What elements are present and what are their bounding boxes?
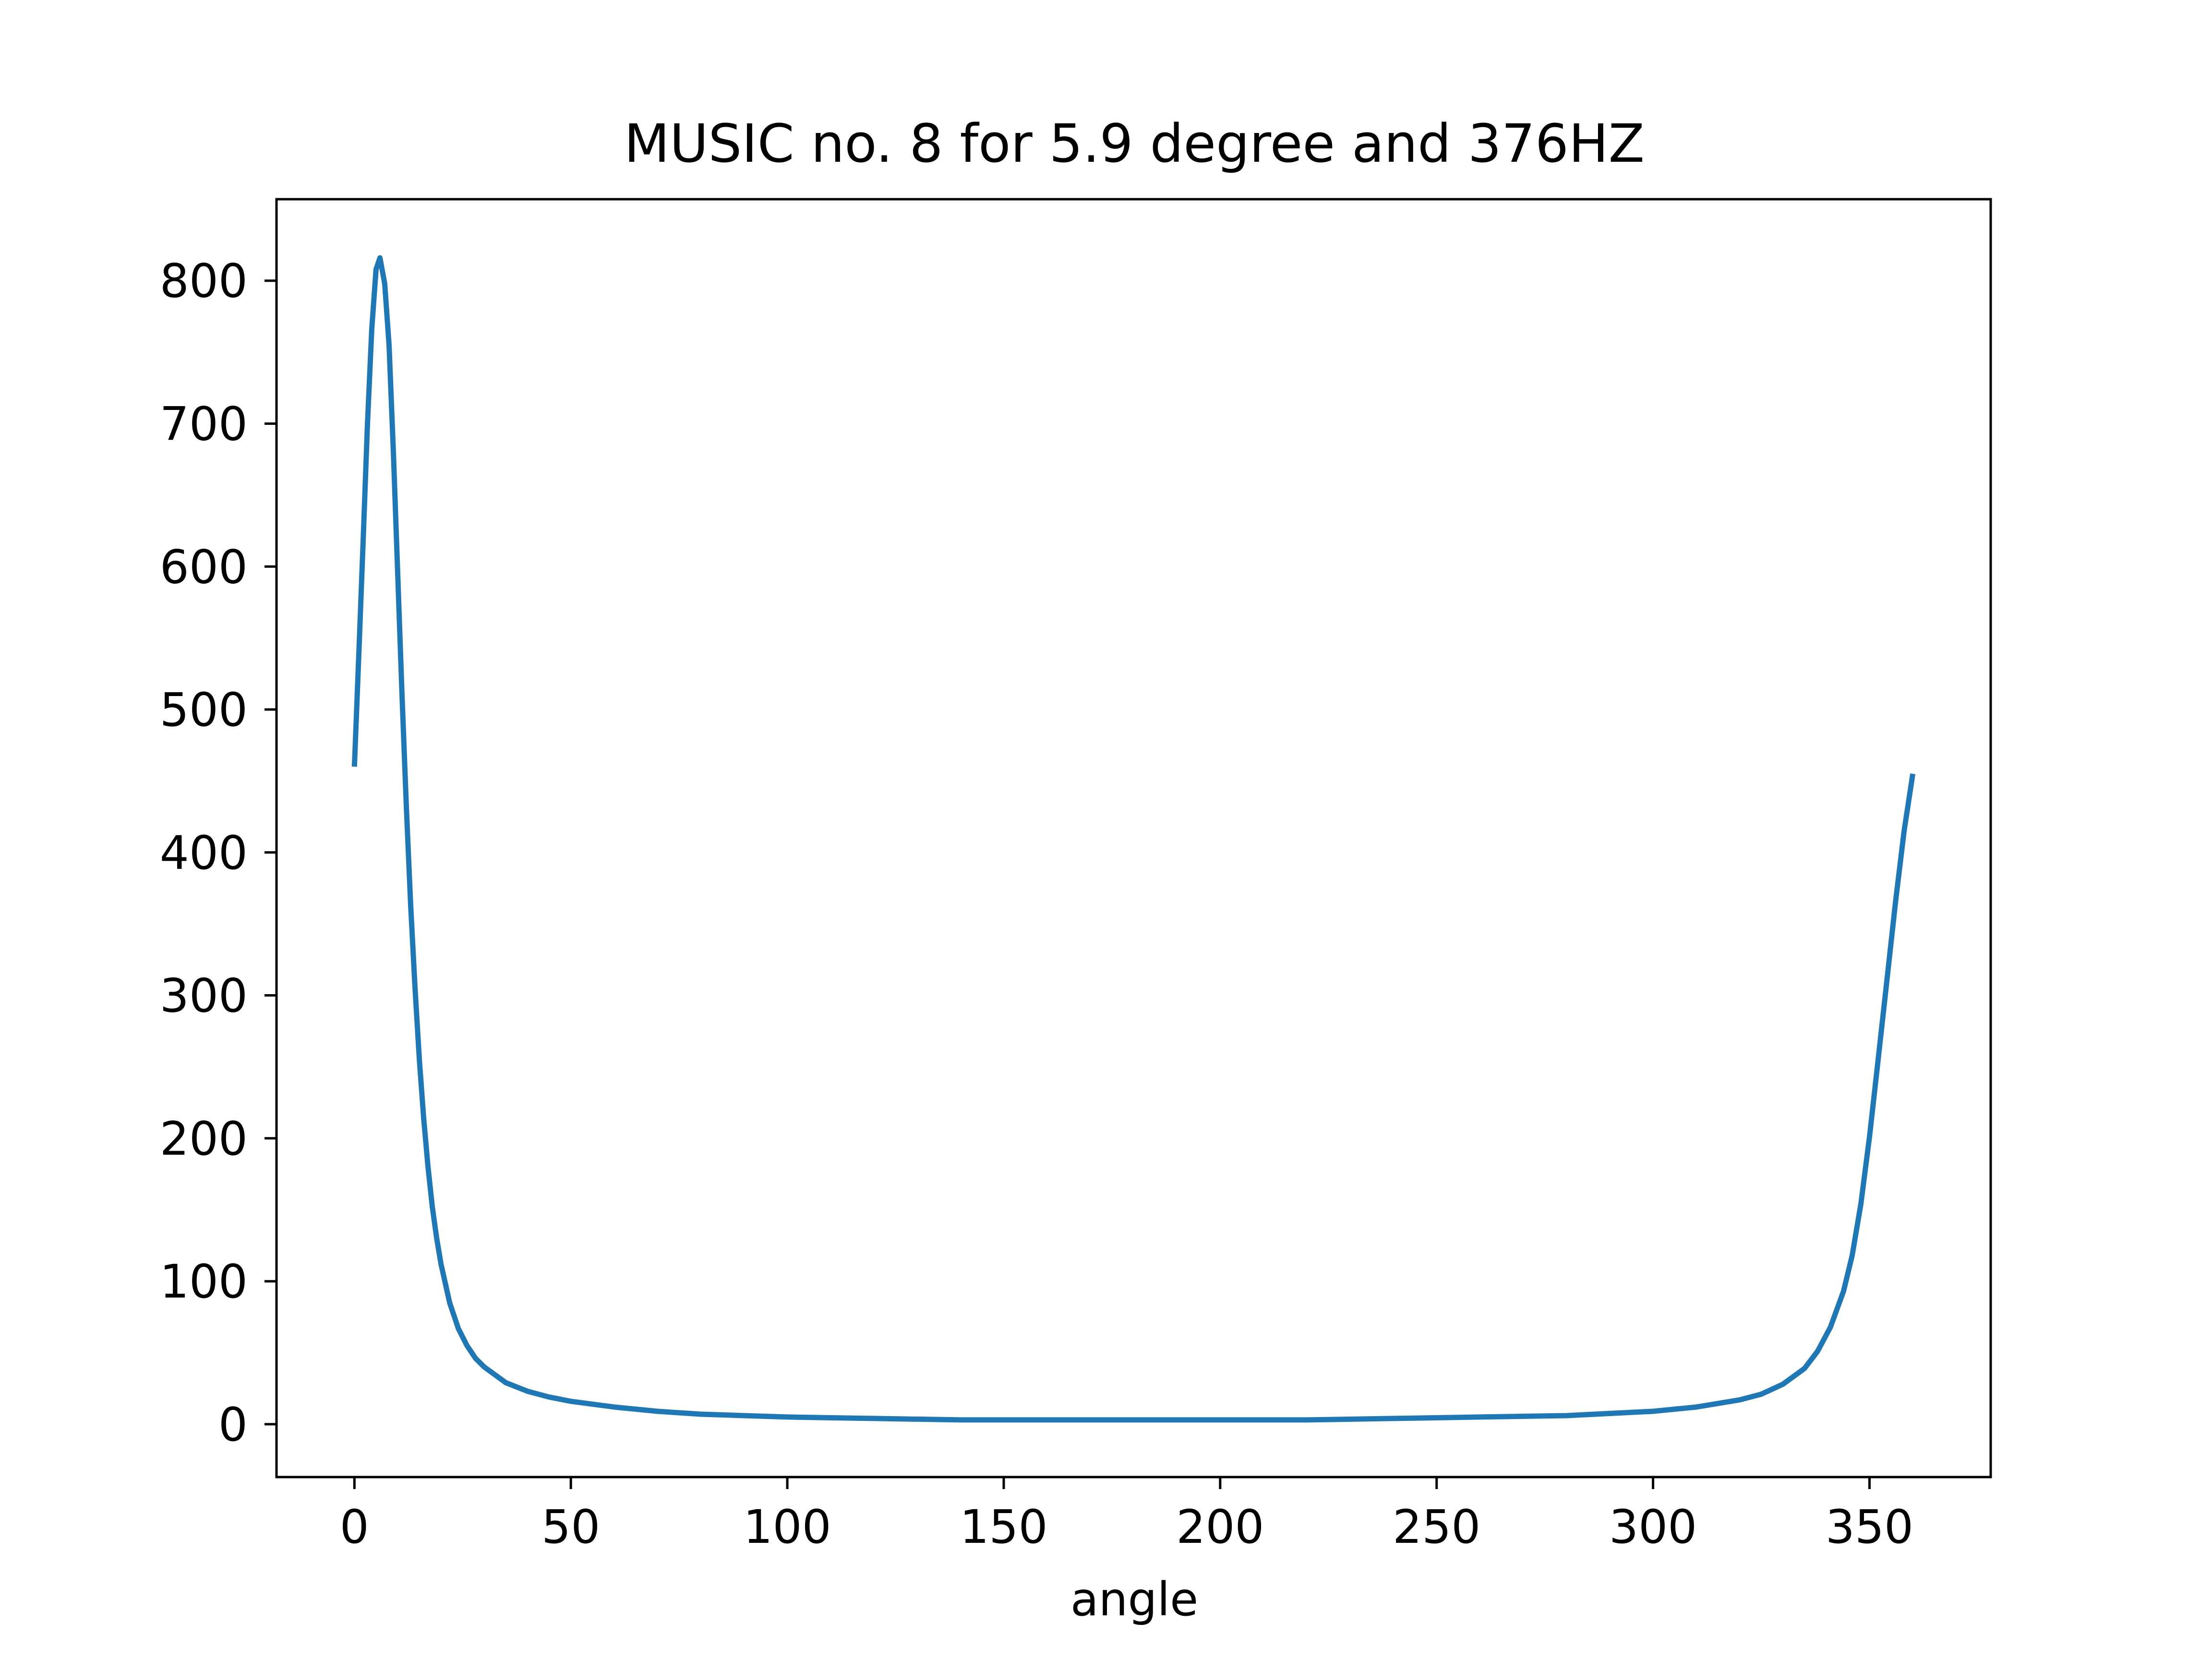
x-tick-label: 200 <box>1176 1500 1264 1554</box>
y-tick-label: 700 <box>160 397 248 451</box>
chart-title: MUSIC no. 8 for 5.9 degree and 376HZ <box>624 113 1645 174</box>
x-tick-label: 350 <box>1826 1500 1913 1554</box>
x-tick-label: 100 <box>743 1500 831 1554</box>
y-tick-label: 300 <box>160 969 248 1023</box>
x-tick-label: 0 <box>340 1500 369 1554</box>
plot-data <box>351 255 1916 1423</box>
x-axis-label: angle <box>1070 1573 1198 1626</box>
plot-frame <box>275 198 1992 1479</box>
x-tick-label: 250 <box>1393 1500 1480 1554</box>
y-tick-label: 800 <box>160 254 248 308</box>
y-tick-label: 500 <box>160 683 248 737</box>
x-tick-label: 50 <box>541 1500 600 1554</box>
y-tick-label: 200 <box>160 1112 248 1166</box>
x-axis: 0 50 100 150 200 250 300 350 <box>340 1477 1913 1554</box>
y-tick-label: 100 <box>160 1255 248 1309</box>
x-tick-label: 150 <box>960 1500 1047 1554</box>
y-tick-label: 600 <box>160 540 248 594</box>
x-tick-label: 300 <box>1609 1500 1697 1554</box>
y-tick-label: 400 <box>160 826 248 880</box>
y-tick-label: 0 <box>218 1398 248 1452</box>
series-line-0 <box>351 255 1916 1423</box>
y-axis: 0 100 200 300 400 500 600 700 800 <box>160 254 276 1452</box>
